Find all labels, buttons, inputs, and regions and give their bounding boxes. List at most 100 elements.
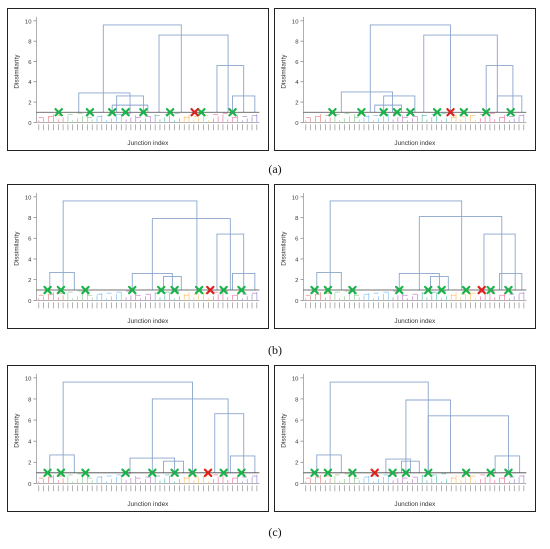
green-cross-marker xyxy=(237,285,246,295)
y-tick-label: 0 xyxy=(295,121,299,127)
chart-panel-a-right: 0 2 4 6 8 10 Dissimilarity Junction index xyxy=(274,8,536,151)
y-tick-label: 8 xyxy=(28,397,32,403)
y-tick-label: 10 xyxy=(292,19,299,25)
dendrogram-merge xyxy=(216,65,245,113)
dendrogram-b-right: 0 2 4 6 8 10 Dissimilarity Junction index xyxy=(281,192,527,325)
green-cross-marker xyxy=(121,107,130,117)
dendrogram-merge xyxy=(232,95,256,113)
green-cross-marker xyxy=(228,107,237,117)
y-tick-label: 6 xyxy=(295,60,299,66)
y-tick-label: 2 xyxy=(28,101,31,107)
green-cross-marker xyxy=(486,285,495,295)
dendrogram-merge xyxy=(418,216,503,291)
y-tick-label: 0 xyxy=(28,121,32,127)
dendrogram-merge xyxy=(131,273,173,291)
green-cross-marker xyxy=(357,107,366,117)
green-cross-marker xyxy=(54,107,63,117)
y-tick-label: 2 xyxy=(295,278,298,284)
dendrogram-merge xyxy=(158,34,229,113)
green-cross-marker xyxy=(432,107,442,117)
green-cross-marker xyxy=(194,285,204,295)
y-tick-label: 10 xyxy=(25,376,32,382)
green-cross-marker xyxy=(85,107,95,117)
dendrogram-merge xyxy=(483,233,516,291)
x-axis-label: Junction index xyxy=(394,501,436,508)
green-cross-marker xyxy=(323,468,333,478)
y-tick-label: 4 xyxy=(295,80,299,86)
dendrogram-merge xyxy=(229,455,256,473)
dendrogram-merge xyxy=(427,415,509,473)
y-tick-label: 10 xyxy=(25,195,32,201)
dendrogram-merge xyxy=(62,381,193,473)
green-cross-marker xyxy=(459,107,469,117)
red-cross-marker xyxy=(370,468,379,478)
green-cross-marker xyxy=(237,468,246,478)
green-cross-marker xyxy=(121,468,130,478)
dendrogram-merge xyxy=(401,460,420,473)
green-cross-marker xyxy=(323,285,333,295)
y-tick-label: 6 xyxy=(28,237,32,243)
y-tick-label: 2 xyxy=(295,461,298,467)
green-cross-marker xyxy=(219,468,228,478)
dendrogram-merge xyxy=(102,24,182,113)
dendrogram-merge xyxy=(430,276,449,291)
dendrogram-merge xyxy=(369,24,451,113)
dendrogram-b-left: 0 2 4 6 8 10 Dissimilarity Junction index xyxy=(14,192,260,325)
green-cross-marker xyxy=(219,285,228,295)
green-cross-marker xyxy=(348,285,357,295)
green-cross-marker xyxy=(81,285,90,295)
green-cross-marker xyxy=(437,285,446,295)
green-cross-marker xyxy=(56,468,66,478)
green-cross-marker xyxy=(348,468,357,478)
dendrogram-merge xyxy=(405,399,451,473)
y-tick-label: 6 xyxy=(295,237,299,243)
y-tick-label: 10 xyxy=(292,376,299,382)
green-cross-marker xyxy=(188,468,197,478)
green-cross-marker xyxy=(43,285,52,295)
green-cross-marker xyxy=(81,468,90,478)
green-cross-marker xyxy=(170,468,179,478)
dendrogram-merge xyxy=(163,276,182,291)
dendrogram-merge xyxy=(329,200,463,291)
dendrogram-merge xyxy=(216,233,245,291)
green-cross-marker xyxy=(379,107,388,117)
y-tick-label: 4 xyxy=(28,80,32,86)
caption-a: (a) xyxy=(268,162,282,176)
dendrogram-merge xyxy=(340,91,394,113)
dendrogram-merge xyxy=(163,460,184,473)
dendrogram-merge xyxy=(78,92,131,113)
dendrogram-merge xyxy=(49,454,75,473)
green-cross-marker xyxy=(401,468,411,478)
chart-panel-c-left: 0 2 4 6 8 10 Dissimilarity Junction index xyxy=(7,365,269,512)
dendrogram-c-left: 0 2 4 6 8 10 Dissimilarity Junction index xyxy=(14,373,260,508)
dendrogram-merge xyxy=(383,95,416,113)
y-tick-label: 4 xyxy=(295,257,299,263)
x-axis-label: Junction index xyxy=(127,501,169,508)
green-cross-marker xyxy=(165,107,175,117)
dendrogram-merge xyxy=(111,104,149,113)
y-tick-label: 0 xyxy=(28,299,32,305)
dendrogram-merge xyxy=(374,104,402,113)
y-tick-label: 0 xyxy=(295,482,299,488)
green-cross-marker xyxy=(148,468,157,478)
green-cross-marker xyxy=(423,468,433,478)
x-axis-label: Junction index xyxy=(394,318,436,325)
caption-c: (c) xyxy=(268,525,282,539)
green-cross-marker xyxy=(506,107,515,117)
dendrogram-merge xyxy=(316,271,342,291)
green-cross-marker xyxy=(423,285,433,295)
green-cross-marker xyxy=(156,285,166,295)
green-cross-marker xyxy=(486,468,495,478)
y-tick-label: 8 xyxy=(295,40,299,46)
dendrogram-merge xyxy=(151,398,229,473)
y-tick-label: 8 xyxy=(295,397,299,403)
y-tick-label: 4 xyxy=(28,440,32,446)
y-axis-label: Dissimilarity xyxy=(14,54,21,89)
y-axis-label: Dissimilarity xyxy=(281,231,288,266)
dendrogram-merge xyxy=(485,65,514,113)
green-cross-marker xyxy=(43,468,52,478)
red-cross-marker xyxy=(203,468,213,478)
dendrogram-merge xyxy=(499,273,523,291)
x-axis-label: Junction index xyxy=(394,140,436,147)
y-tick-label: 6 xyxy=(28,60,32,66)
